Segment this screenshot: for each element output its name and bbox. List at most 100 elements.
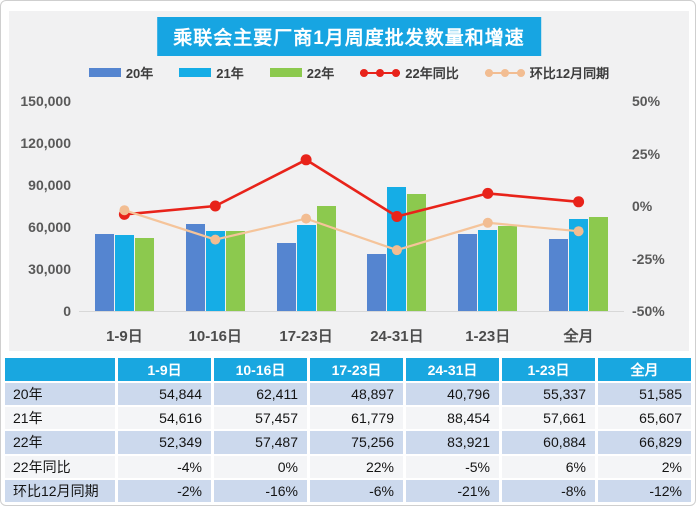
- left-axis-tick-label: 120,000: [20, 135, 71, 151]
- legend-line-swatch-icon: [360, 68, 401, 78]
- line-22年同比: [124, 158, 579, 218]
- table-header-cell: 10-16日: [214, 358, 307, 381]
- legend-bar-swatch-icon: [88, 68, 121, 77]
- data-table: 1-9日 10-16日 17-23日 24-31日 1-23日 全月 20年 54,844 62…: [5, 358, 691, 502]
- bar-20年: [549, 238, 569, 311]
- legend-item: 环比12月同期: [484, 63, 610, 82]
- table-cell: 54,844: [118, 383, 211, 406]
- table-cell: -2%: [118, 479, 211, 502]
- legend-label: 22年: [306, 66, 335, 81]
- marker-环比12月同期: [301, 213, 312, 224]
- table-cell: 6%: [502, 455, 595, 478]
- marker-22年同比: [209, 200, 221, 212]
- table-cell: 40,796: [406, 383, 499, 406]
- legend-item: 22年: [269, 63, 335, 82]
- table-header-cell: 1-9日: [118, 358, 211, 381]
- chart-legend: 20年 21年 22年 22年同比 环比12月同期: [9, 63, 689, 82]
- table-cell: 88,454: [406, 407, 499, 430]
- right-y-axis: 50% 25% 0% -25% -50%: [632, 93, 688, 319]
- line-环比12月同期: [124, 209, 579, 252]
- table-cell: 54,616: [118, 407, 211, 430]
- x-axis-labels: 1-9日 10-16日 17-23日 24-31日 1-23日 全月: [79, 319, 624, 346]
- bar-22年: [225, 230, 245, 311]
- bar-21年: [569, 219, 589, 311]
- legend-item: 22年同比: [360, 63, 459, 82]
- table-row-label: 22年同比: [5, 455, 115, 478]
- table-cell: 0%: [214, 455, 307, 478]
- legend-bar-swatch-icon: [179, 68, 212, 77]
- table-cell: 48,897: [310, 383, 403, 406]
- legend-label: 21年: [216, 66, 244, 81]
- left-axis-tick-label: 0: [63, 303, 71, 319]
- legend-label: 20年: [125, 66, 154, 81]
- table-cell: 83,921: [406, 431, 499, 454]
- table-cell: 62,411: [214, 383, 307, 406]
- table-cell: 66,829: [598, 431, 691, 454]
- marker-环比12月同期: [573, 226, 584, 237]
- bar-group: [533, 101, 624, 311]
- table-header-cell: 17-23日: [310, 358, 403, 381]
- marker-22年同比: [300, 154, 312, 166]
- bar-22年: [498, 225, 518, 311]
- left-y-axis: 150,000 120,000 90,000 60,000 30,000 0: [9, 93, 71, 319]
- right-axis-tick-label: 0%: [632, 198, 653, 214]
- bar-20年: [458, 233, 478, 311]
- bar-21年: [205, 230, 225, 311]
- legend-bar-swatch-icon: [269, 68, 302, 77]
- left-axis-tick-label: 60,000: [28, 219, 71, 235]
- bar-22年: [589, 217, 609, 311]
- bar-group: [442, 101, 533, 311]
- legend-label: 环比12月同期: [529, 66, 610, 81]
- bar-21年: [478, 230, 498, 311]
- left-axis-tick-label: 150,000: [20, 93, 71, 109]
- bar-20年: [94, 234, 114, 311]
- bar-20年: [367, 253, 387, 311]
- x-axis-tick-label: 全月: [563, 328, 594, 345]
- table-header-cell: [5, 358, 115, 381]
- chart-title: 乘联会主要厂商1月周度批发数量和增速: [157, 17, 541, 56]
- table-cell: 22%: [310, 455, 403, 478]
- right-axis-tick-label: 50%: [632, 93, 661, 109]
- table-header-cell: 1-23日: [502, 358, 595, 381]
- marker-环比12月同期: [210, 234, 221, 245]
- table-cell: 57,661: [502, 407, 595, 430]
- table-cell: -16%: [214, 479, 307, 502]
- table-row-label: 21年: [5, 407, 115, 430]
- bar-20年: [185, 223, 205, 311]
- table-cell: 2%: [598, 455, 691, 478]
- bar-21年: [114, 234, 134, 311]
- marker-22年同比: [391, 211, 403, 222]
- marker-22年同比: [482, 187, 494, 199]
- table-cell: 52,349: [118, 431, 211, 454]
- marker-22年同比: [573, 196, 585, 208]
- x-axis-tick-label: 1-9日: [106, 328, 143, 345]
- bar-22年: [316, 205, 336, 311]
- bar-22年: [407, 193, 427, 311]
- table-cell: -6%: [310, 479, 403, 502]
- right-axis-tick-label: 25%: [632, 145, 661, 162]
- table-cell: 55,337: [502, 383, 595, 406]
- bar-group: [79, 101, 170, 311]
- table-cell: -21%: [406, 479, 499, 502]
- bar-group: [170, 101, 261, 311]
- table-row-label: 20年: [5, 383, 115, 406]
- x-axis-tick-label: 1-23日: [465, 328, 511, 345]
- table-cell: 57,487: [214, 431, 307, 454]
- left-axis-tick-label: 90,000: [28, 177, 71, 193]
- table-cell: 61,779: [310, 407, 403, 430]
- table-header-cell: 24-31日: [406, 358, 499, 381]
- x-axis-tick-label: 17-23日: [279, 328, 333, 345]
- right-axis-tick-label: -25%: [632, 250, 665, 267]
- marker-环比12月同期: [482, 217, 493, 228]
- bar-21年: [296, 224, 316, 311]
- table-row-label: 22年: [5, 431, 115, 454]
- legend-item: 20年: [88, 63, 154, 82]
- table-cell: 65,607: [598, 407, 691, 430]
- marker-环比12月同期: [119, 205, 130, 216]
- bar-20年: [276, 242, 296, 311]
- right-axis-tick-label: -50%: [632, 303, 665, 319]
- table-cell: 51,585: [598, 383, 691, 406]
- table-cell: 57,457: [214, 407, 307, 430]
- legend-label: 22年同比: [405, 66, 459, 81]
